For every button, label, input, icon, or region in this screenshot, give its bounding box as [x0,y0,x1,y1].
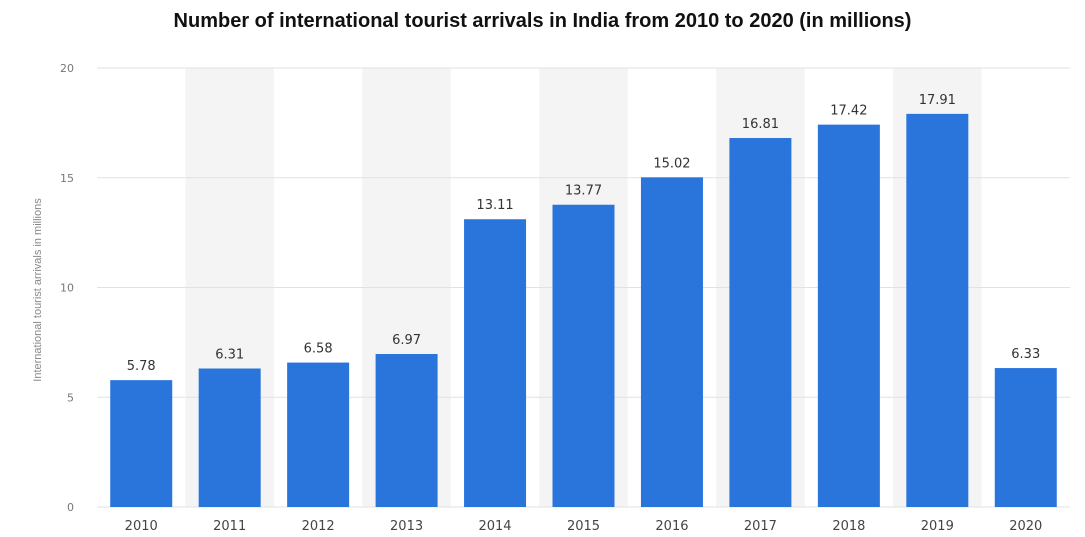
x-tick-label: 2019 [921,519,954,534]
bar [640,177,703,507]
x-axis-ticks: 2010 2011 2012 2013 2014 2015 2016 2017 2018 2019… [125,519,1043,534]
chart-title: Number of international tourist arrivals… [173,10,912,32]
y-tick-label: 0 [67,501,74,514]
x-tick-label: 2014 [478,519,511,534]
x-tick-label: 2017 [744,519,777,534]
data-label: 13.77 [565,184,602,199]
bar [464,219,527,507]
data-label: 6.33 [1011,347,1040,362]
y-tick-label: 5 [67,391,74,404]
data-label: 17.91 [919,93,956,108]
y-tick-label: 20 [60,62,74,75]
data-label: 5.78 [127,359,156,374]
y-axis-title: International tourist arrivals in millio… [32,198,44,382]
data-labels: 5.78 6.31 6.58 6.97 13.11 13.77 15.02 16.81 17.4… [127,93,1040,374]
bar [817,124,880,508]
y-axis-ticks: 0 5 10 15 20 [60,62,74,514]
data-label: 16.81 [742,117,779,132]
x-tick-label: 2015 [567,519,600,534]
x-tick-label: 2010 [125,519,158,534]
x-tick-label: 2012 [302,519,335,534]
x-tick-label: 2013 [390,519,423,534]
bar [375,354,438,507]
data-label: 6.31 [215,347,244,362]
bar [994,368,1057,507]
bars [110,113,1057,508]
y-tick-label: 15 [60,172,74,185]
data-label: 15.02 [653,156,690,171]
data-label: 13.11 [476,198,513,213]
x-tick-label: 2011 [213,519,246,534]
data-label: 6.58 [304,342,333,357]
data-label: 6.97 [392,333,421,348]
bar [552,204,615,507]
x-tick-label: 2018 [832,519,865,534]
bar [906,113,969,508]
bar [198,368,261,507]
x-tick-label: 2020 [1009,519,1042,534]
y-tick-label: 10 [60,282,74,295]
data-label: 17.42 [830,104,867,119]
x-tick-label: 2016 [655,519,688,534]
bar [729,138,792,507]
bar [287,362,350,507]
bar [110,380,173,507]
